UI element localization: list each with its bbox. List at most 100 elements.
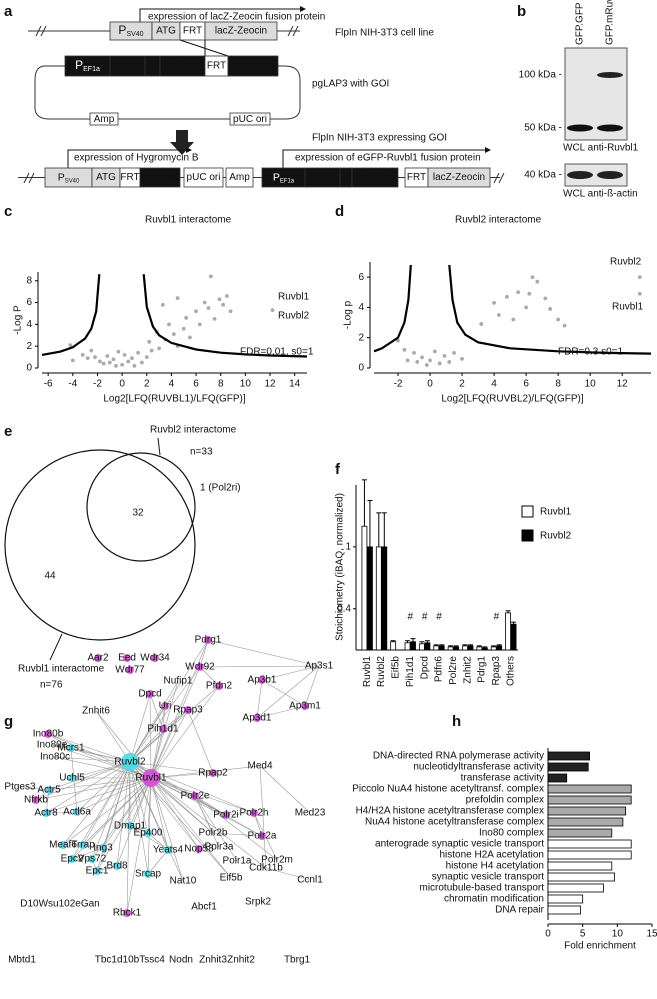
- network-node: [94, 654, 102, 662]
- bar: [424, 642, 431, 651]
- y-tick-label: chromatin modification: [444, 894, 544, 905]
- chart-title: Ruvbl2 interactome: [455, 215, 542, 226]
- bar: [547, 806, 627, 816]
- node-label: Polr2m: [261, 855, 293, 866]
- point: [511, 317, 516, 322]
- network-edge: [116, 761, 131, 867]
- y-tick-label: 6: [26, 297, 32, 308]
- network-edge: [19, 786, 50, 791]
- bar: [447, 646, 454, 651]
- arrow-label: expression of lacZ-Zeocin fusion protein: [148, 12, 325, 23]
- arrow-head: [485, 147, 491, 153]
- node-label: Dmap1: [114, 821, 147, 832]
- bar: [404, 642, 411, 651]
- construct-part-label: lacZ-Zeocin: [215, 26, 267, 37]
- part-main: P: [58, 171, 65, 183]
- network-edge: [129, 680, 179, 763]
- network-node: [59, 841, 67, 849]
- venn-circle: [86, 452, 196, 562]
- network-node: [258, 832, 266, 840]
- bar: [467, 645, 474, 651]
- error-bar: [361, 479, 367, 527]
- panel-label: g: [4, 713, 13, 730]
- point: [160, 302, 165, 307]
- leader-line: [157, 437, 161, 456]
- point: [144, 355, 149, 359]
- bar: [547, 762, 589, 772]
- node-label: Polr2a: [248, 831, 277, 842]
- node-label: Ruvbl1: [135, 773, 167, 784]
- network-node: [42, 809, 50, 817]
- point: [68, 343, 73, 347]
- break-mark: [35, 25, 299, 37]
- bar: [547, 839, 632, 849]
- node-label: Ino80b: [33, 729, 64, 740]
- bar: [438, 645, 445, 651]
- panel-label: c: [4, 203, 12, 220]
- network-edge: [150, 709, 189, 779]
- network-edge: [194, 795, 227, 816]
- construct-part-label: PEF1a: [75, 58, 100, 73]
- network-node: [195, 845, 203, 853]
- node-label: Tbrg1: [284, 955, 311, 966]
- point: [111, 357, 116, 362]
- panel-label: f: [335, 461, 341, 478]
- y-tick-label: 0: [26, 363, 32, 374]
- error-bar: [405, 640, 411, 643]
- point: [224, 294, 229, 298]
- lane-label: GFP.mRuvbl1: [605, 0, 616, 45]
- threshold-curve: [448, 264, 652, 355]
- point: [221, 302, 226, 307]
- network-edge: [194, 795, 238, 862]
- y-tick-label: 2: [358, 332, 364, 343]
- point: [637, 275, 642, 280]
- network-edge: [147, 832, 169, 851]
- y-tick-label: prefoldin complex: [466, 795, 544, 806]
- plasmid-element: [89, 112, 119, 126]
- construct-part-label: ATG: [96, 172, 116, 183]
- node-label: Actl6a: [63, 807, 91, 818]
- construct-part-label: ATG: [156, 26, 176, 37]
- network-node: [164, 846, 172, 854]
- network-edge: [129, 761, 214, 774]
- point: [175, 296, 180, 301]
- x-tick-label: Znhit2: [462, 656, 473, 684]
- point: [432, 349, 437, 354]
- x-tick-label: 0: [427, 379, 433, 390]
- bar: [547, 850, 632, 860]
- x-tick-label: -2: [394, 379, 403, 390]
- network-edge: [35, 761, 131, 801]
- point: [637, 291, 642, 296]
- size-marker: 50 kDa -: [524, 123, 562, 134]
- point: [122, 353, 127, 357]
- network-edge: [70, 747, 152, 779]
- network-edge: [150, 639, 209, 779]
- network-node: [144, 870, 152, 878]
- part-sub: EF1a: [83, 66, 100, 73]
- node-label: Actr5: [37, 785, 61, 796]
- network-edge: [45, 811, 78, 814]
- y-tick-label: 0.4: [337, 603, 351, 614]
- error-bar: [433, 644, 439, 646]
- significance-marker: #: [422, 612, 428, 623]
- significance-marker: #: [407, 612, 413, 623]
- point: [136, 350, 141, 355]
- recombination-cross: [179, 39, 229, 57]
- y-axis-label: -Log P: [13, 305, 24, 335]
- point: [548, 307, 553, 311]
- annotation: Ruvbl1: [278, 292, 310, 303]
- annotation: Ruvbl1: [612, 302, 644, 313]
- error-bar: [419, 641, 425, 644]
- lane-label: GFP.GFP: [575, 2, 586, 45]
- node-label: Trrap: [71, 840, 95, 851]
- network-edge: [48, 777, 152, 791]
- construct-part-label: pUC ori: [187, 172, 221, 183]
- network-node: [196, 663, 204, 671]
- node-label: Abcf1: [191, 902, 217, 913]
- point: [270, 308, 275, 313]
- bar: [390, 641, 397, 651]
- construct-name: FlpIn NIH-3T3 cell line: [335, 28, 434, 39]
- construct-part-label: FRT: [120, 172, 139, 183]
- network-edge: [54, 756, 131, 763]
- x-tick-label: 12: [617, 379, 629, 390]
